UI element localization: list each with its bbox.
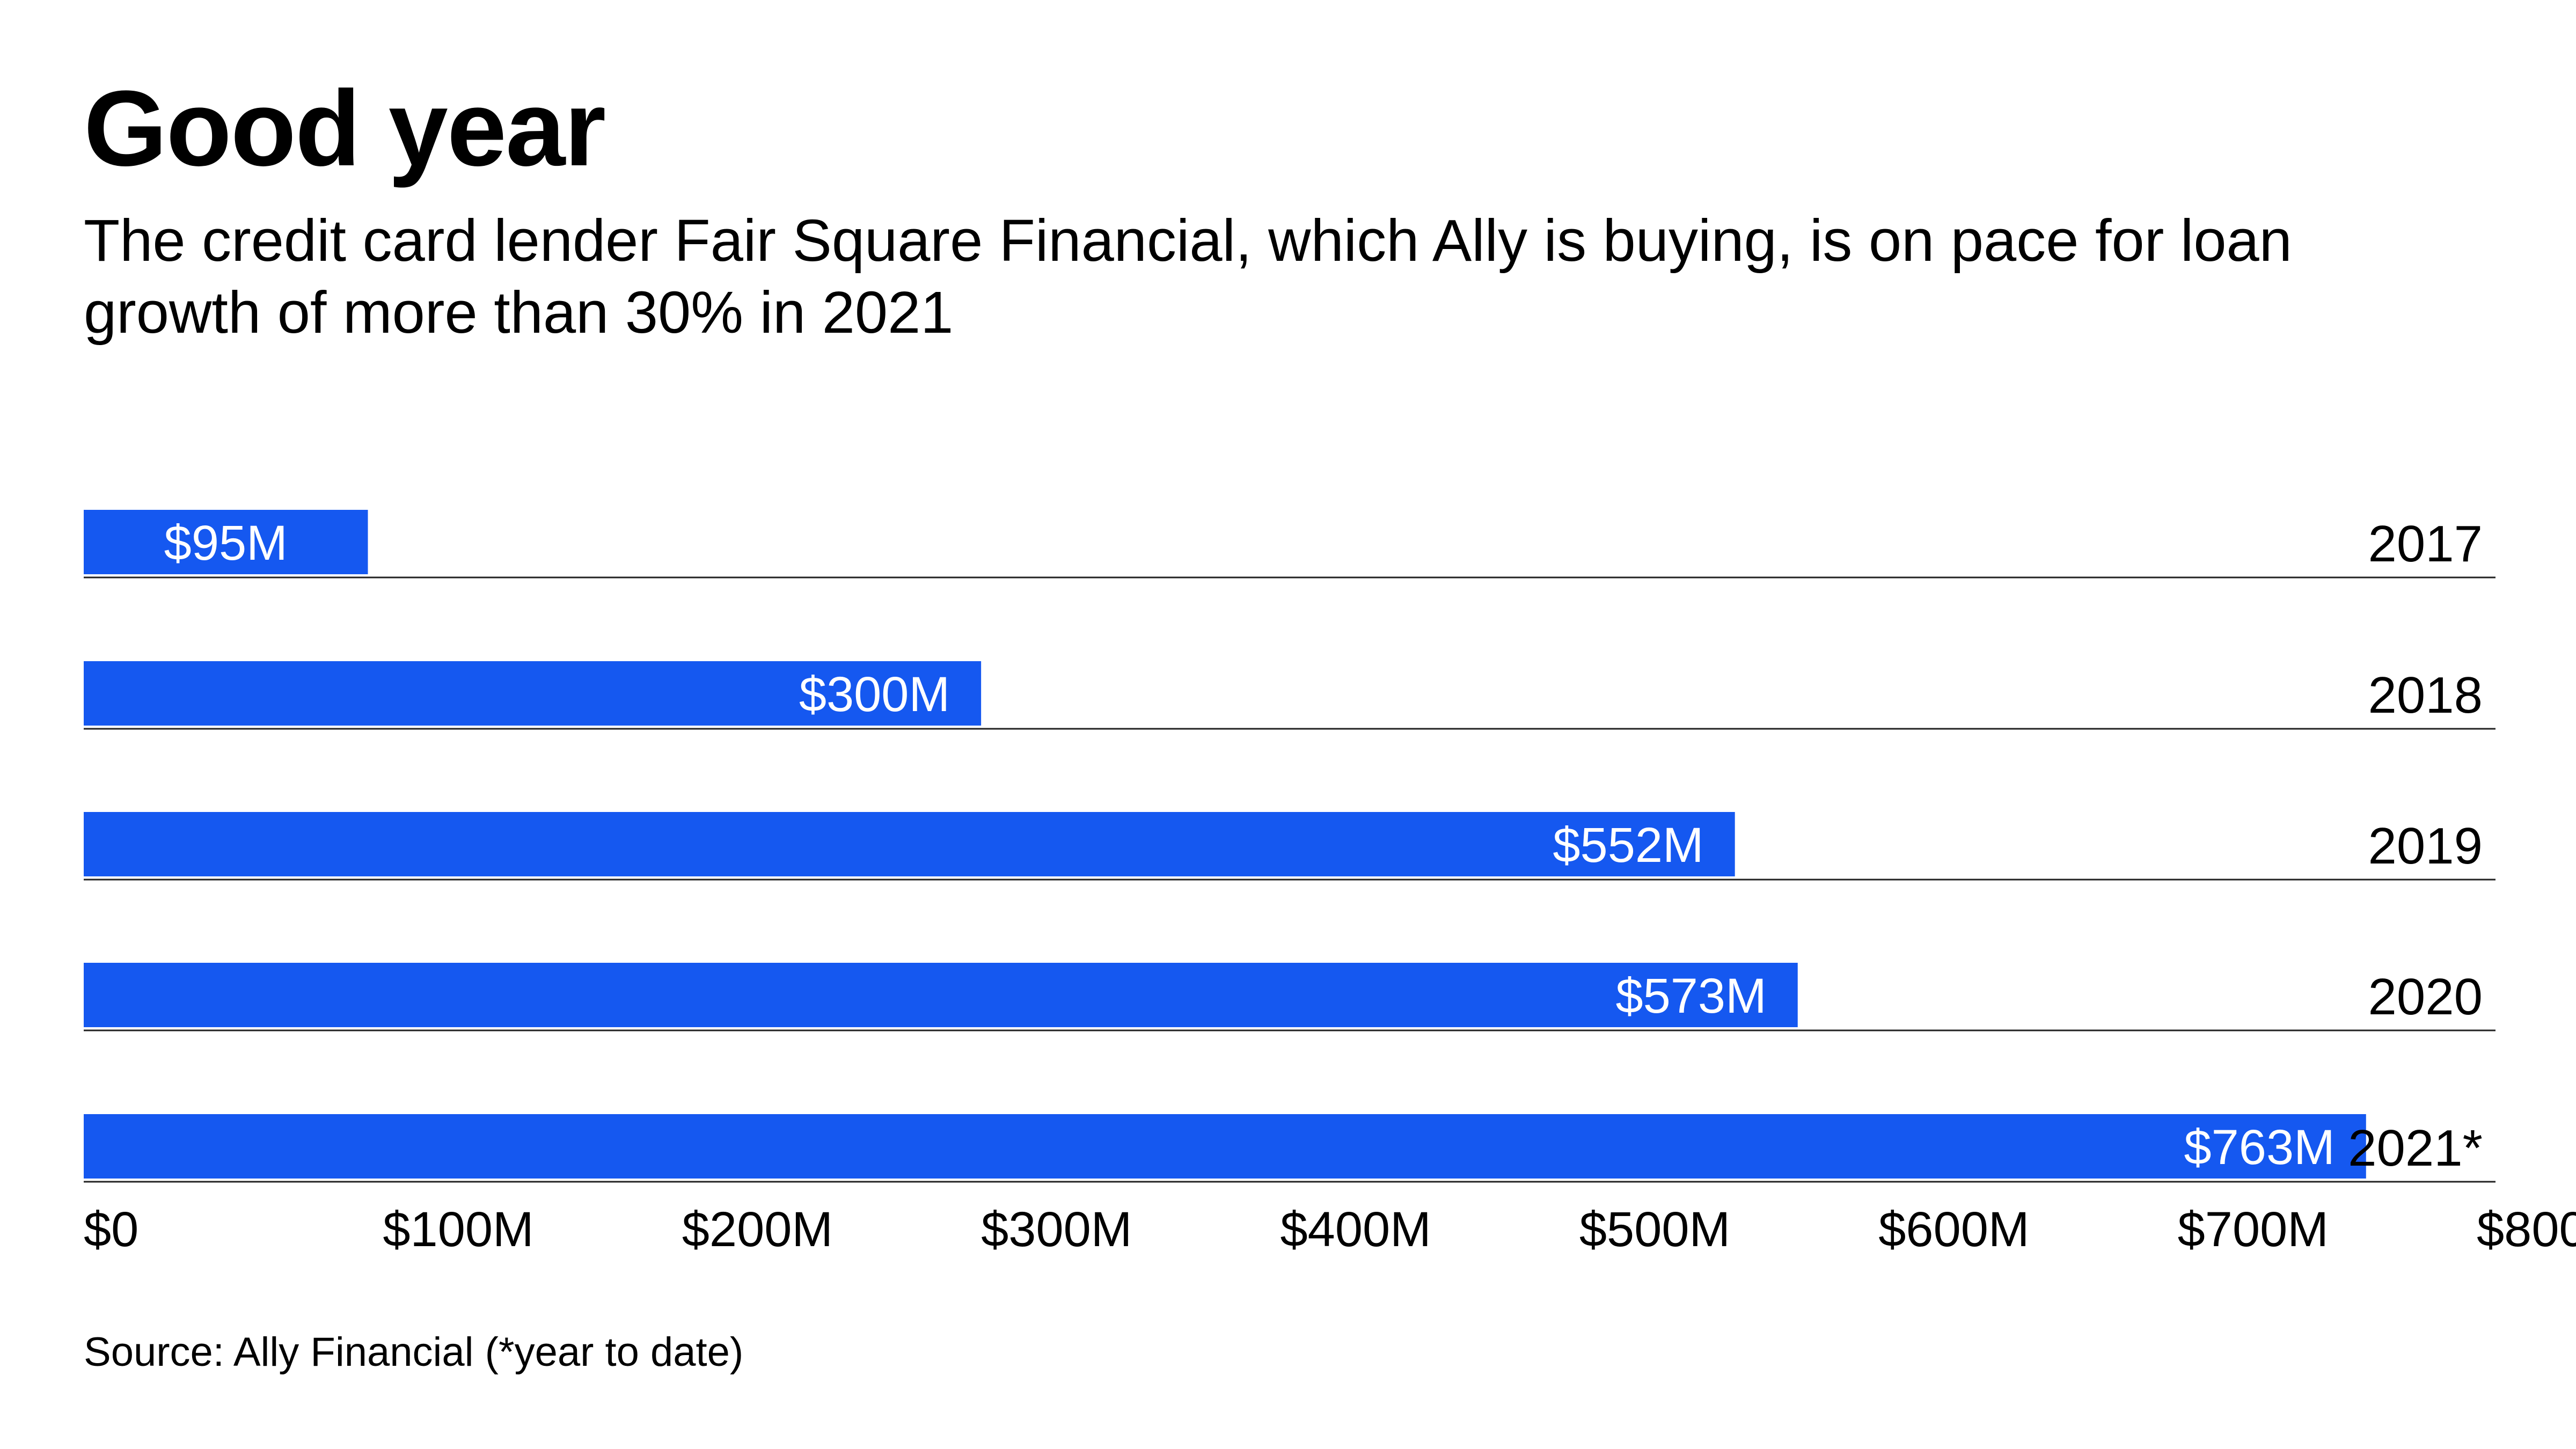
bar-value-label: $552M <box>1553 818 1703 873</box>
x-tick-label: $400M <box>1280 1202 1431 1257</box>
x-axis-ticks: $0 $100M $200M $300M $400M $500M $600M $700M $80… <box>84 1202 2576 1257</box>
category-label: 2019 <box>2368 817 2483 875</box>
x-tick-label: $200M <box>682 1202 833 1257</box>
x-tick-label: $100M <box>383 1202 533 1257</box>
x-tick-label: $600M <box>1878 1202 2029 1257</box>
category-label: 2018 <box>2368 667 2483 724</box>
category-label: 2017 <box>2368 515 2483 573</box>
x-tick-label: $500M <box>1579 1202 1730 1257</box>
bar-value-label: $95M <box>164 516 288 570</box>
bar-2017 <box>84 510 368 574</box>
chart-title: Good year <box>84 69 606 188</box>
bar-2020 <box>84 963 1798 1027</box>
x-tick-label: $700M <box>2178 1202 2329 1257</box>
bar-2018 <box>84 661 982 726</box>
bar-2021 <box>84 1114 2366 1179</box>
bars-layer: $95M 2017 $300M 2018 $552M 2019 $573M 2020 $763M… <box>84 510 2496 1183</box>
bar-value-label: $573M <box>1615 969 1766 1023</box>
category-label: 2021* <box>2348 1119 2483 1177</box>
bar-value-label: $300M <box>799 667 950 722</box>
x-tick-label: $300M <box>981 1202 1132 1257</box>
chart-subtitle: The credit card lender Fair Square Finan… <box>84 208 2292 346</box>
category-label: 2020 <box>2368 968 2483 1026</box>
bar-value-label: $763M <box>2184 1120 2334 1175</box>
x-tick-label: $800M <box>2477 1202 2576 1257</box>
x-tick-label: $0 <box>84 1202 138 1257</box>
bar-2019 <box>84 812 1735 876</box>
source-note: Source: Ally Financial (*year to date) <box>84 1329 744 1375</box>
